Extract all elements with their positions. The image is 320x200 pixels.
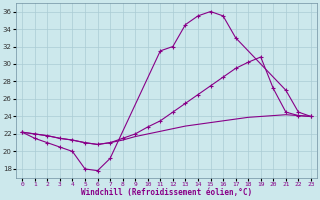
X-axis label: Windchill (Refroidissement éolien,°C): Windchill (Refroidissement éolien,°C) [81, 188, 252, 197]
